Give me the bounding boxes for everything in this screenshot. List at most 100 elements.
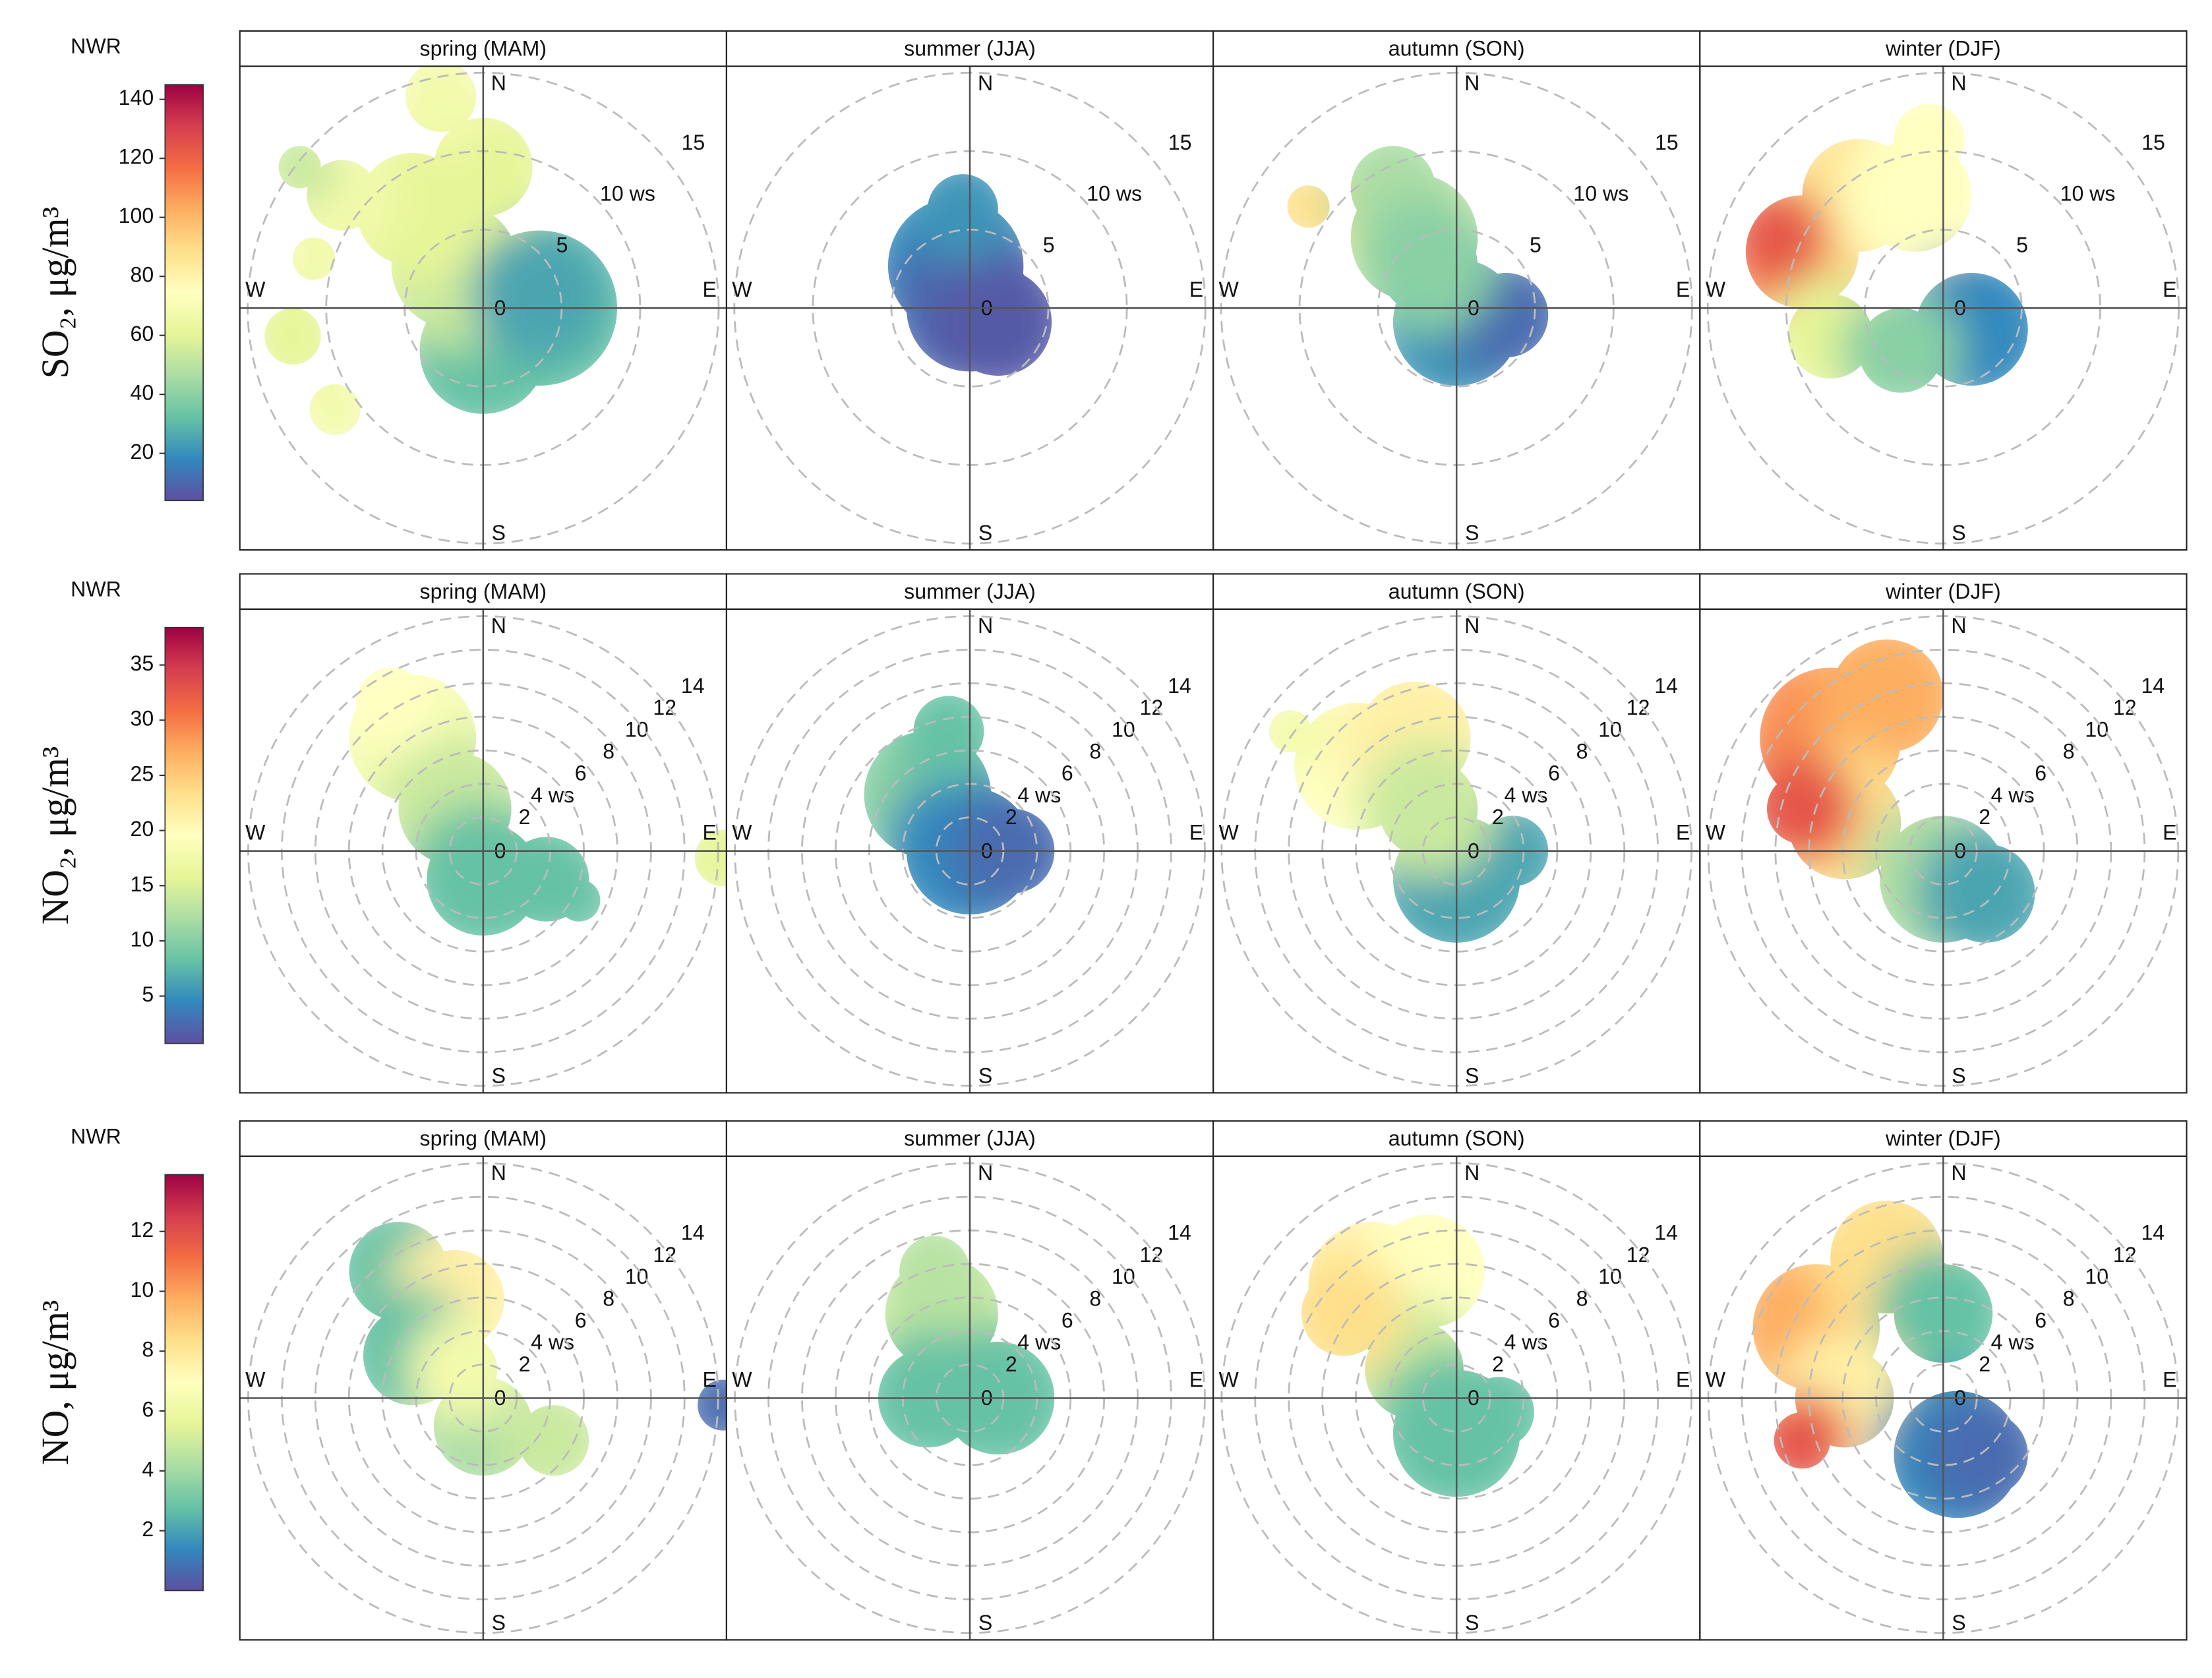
direction-label: N — [491, 71, 506, 95]
colorbar-title: NO, μg/m³ — [35, 1300, 76, 1465]
ring-label: 5 — [2016, 233, 2028, 256]
ring-label: 6 — [575, 1309, 587, 1333]
direction-label: W — [732, 820, 752, 844]
ring-label: 6 — [1548, 1309, 1560, 1333]
ring-label: 14 — [681, 1221, 705, 1245]
direction-label: N — [1464, 1161, 1480, 1185]
ring-label: 14 — [1168, 1221, 1191, 1245]
surface-patch — [470, 225, 609, 363]
ring-label: 10 ws — [1087, 182, 1142, 206]
direction-label: W — [245, 820, 266, 844]
ring-label: 10 ws — [2060, 182, 2116, 206]
colorbar-tick-label: 25 — [131, 762, 154, 785]
direction-label: S — [492, 1611, 506, 1634]
colorbar-tick-label: 12 — [131, 1218, 154, 1242]
ring-label: 10 ws — [600, 182, 655, 206]
direction-label: N — [1951, 614, 1966, 638]
strip — [1212, 30, 1701, 67]
surface-patch — [1810, 639, 1963, 772]
panel-frame — [1699, 1155, 2188, 1641]
ring-label: 5 — [556, 233, 568, 256]
colorbar-tick-label: 15 — [131, 872, 154, 896]
colorbar — [164, 626, 204, 1044]
ring-label: 6 — [2035, 762, 2047, 785]
colorbar-title: NO₂, μg/m³ — [35, 746, 76, 924]
surface-patch — [907, 174, 1018, 264]
direction-label: N — [978, 71, 993, 95]
surface-fill — [264, 66, 618, 435]
surface-patch — [674, 810, 727, 907]
surface-patch — [1745, 189, 1830, 286]
ring-label: 8 — [2063, 740, 2075, 764]
colorbar-tick-label: 5 — [142, 982, 154, 1006]
panel-frame — [1699, 608, 2188, 1094]
direction-label: W — [245, 1367, 266, 1391]
ring-label: 8 — [603, 740, 614, 764]
panel-title: summer (JJA) — [904, 1127, 1036, 1151]
ring-label: 12 — [2113, 1243, 2137, 1267]
ring-label: 8 — [1089, 740, 1101, 764]
ring-label: 2 — [519, 1352, 531, 1376]
panel-title: summer (JJA) — [904, 36, 1036, 60]
direction-label: S — [492, 521, 506, 545]
colorbar-site: NWR — [71, 578, 121, 601]
colorbar — [164, 1174, 204, 1592]
direction-label: N — [491, 614, 506, 638]
colorbar-tick-label: 35 — [131, 651, 154, 675]
colorbar-site: NWR — [71, 34, 121, 58]
colorbar-tick-label: 20 — [131, 817, 154, 841]
surface-fill — [1752, 1201, 2028, 1518]
direction-label: E — [1189, 820, 1203, 844]
ring-label: 15 — [682, 131, 705, 154]
direction-label: N — [1464, 71, 1480, 95]
colorbar-tick-label: 140 — [119, 86, 154, 109]
strip — [725, 1120, 1214, 1157]
surface-patch — [1754, 1392, 1851, 1489]
direction-label: E — [703, 1367, 717, 1391]
surface — [1301, 1214, 1534, 1497]
direction-label: S — [978, 521, 992, 545]
surface-patch — [924, 249, 1052, 376]
surface-fill — [1301, 1214, 1534, 1497]
panel-frame — [1699, 65, 2188, 551]
ring-label: 12 — [1140, 696, 1164, 719]
direction-label: W — [1219, 278, 1240, 301]
colorbar-site: NWR — [71, 1124, 121, 1148]
direction-label: N — [978, 614, 993, 638]
panel-title: spring (MAM) — [420, 1127, 547, 1151]
colorbar-tick-label: 60 — [131, 322, 154, 345]
ring-label: 8 — [1089, 1286, 1101, 1310]
panel-title: summer (JJA) — [904, 580, 1036, 603]
colorbar-tick-label: 8 — [142, 1338, 154, 1362]
direction-label: E — [703, 820, 717, 844]
strip — [239, 1120, 727, 1157]
ring-label: 2 — [1005, 1352, 1017, 1376]
surface-patch — [1923, 1392, 2028, 1517]
ring-label: 2 — [1492, 1352, 1504, 1376]
ring-label: 6 — [1548, 762, 1560, 785]
direction-label: W — [1706, 820, 1726, 844]
ring-label: 2 — [1492, 805, 1504, 829]
ring-label: 15 — [1168, 131, 1192, 154]
direction-label: W — [1219, 1367, 1240, 1391]
direction-label: E — [1676, 1367, 1690, 1391]
colorbar-tick-label: 2 — [142, 1517, 154, 1541]
direction-label: S — [1952, 1064, 1965, 1087]
surface-patch — [273, 218, 355, 300]
surface — [1752, 1201, 2028, 1518]
surface-patch — [1916, 824, 2035, 943]
ring-label: 2 — [1979, 1352, 1990, 1376]
ring-label: 12 — [653, 1243, 676, 1267]
direction-label: E — [1676, 820, 1690, 844]
ring-label: 14 — [1654, 1221, 1678, 1245]
direction-label: S — [1465, 1611, 1479, 1634]
surface-patch — [498, 1385, 609, 1476]
